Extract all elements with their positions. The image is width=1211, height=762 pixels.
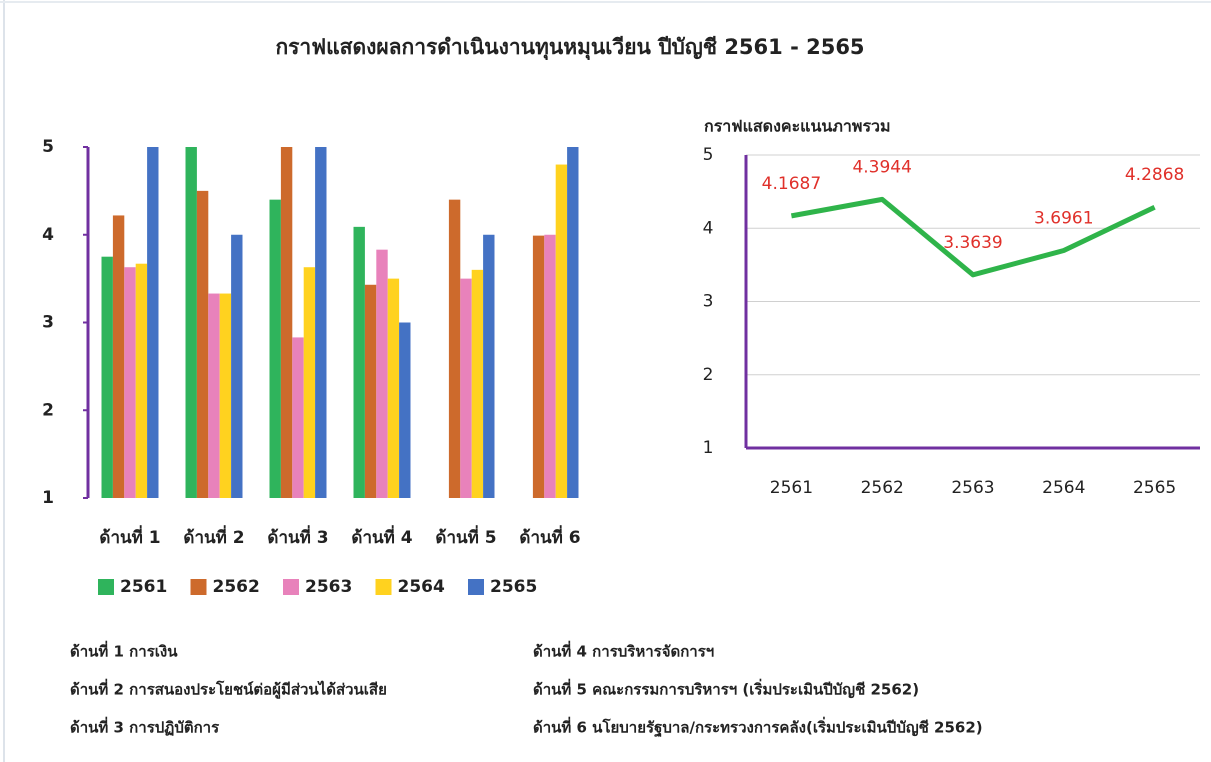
bar <box>292 337 304 498</box>
note: ด้านที่ 3 การปฏิบัติการ <box>70 717 220 737</box>
bar <box>567 147 579 498</box>
data-label: 4.3944 <box>852 157 911 177</box>
y-tick-label: 5 <box>703 145 714 165</box>
legend-label: 2561 <box>120 577 167 597</box>
bar <box>269 199 281 498</box>
bar <box>471 269 484 498</box>
legend-label: 2563 <box>305 577 352 597</box>
bar <box>399 322 411 498</box>
bar <box>376 249 388 498</box>
data-label: 3.3639 <box>943 233 1002 253</box>
line <box>790 196 1156 278</box>
x-tick-label: ด้านที่ 1 <box>99 525 160 548</box>
data-label: 4.1687 <box>762 174 821 194</box>
legend-label: 2565 <box>490 577 537 597</box>
x-tick-label: ด้านที่ 4 <box>351 525 412 548</box>
legend-swatch <box>190 579 207 595</box>
x-tick-label: ด้านที่ 6 <box>519 525 580 548</box>
note: ด้านที่ 1 การเงิน <box>70 641 178 661</box>
bar <box>185 147 197 498</box>
bar <box>280 147 293 498</box>
y-tick-label: 3 <box>42 313 54 333</box>
note: ด้านที่ 4 การบริหารจัดการฯ <box>533 641 714 661</box>
bar <box>483 234 495 498</box>
note: ด้านที่ 5 คณะกรรมการบริหารฯ (เริ่มประเมิ… <box>533 679 919 699</box>
x-tick-label: ด้านที่ 2 <box>183 525 244 548</box>
legend-swatch <box>98 579 114 595</box>
legend-swatch <box>375 579 392 595</box>
y-tick-label: 2 <box>42 400 54 420</box>
data-label: 4.2868 <box>1125 165 1184 185</box>
bar <box>196 190 209 498</box>
bar <box>315 147 327 498</box>
bar <box>448 199 461 498</box>
bar <box>555 164 568 499</box>
bar <box>303 267 316 498</box>
x-tick-label: 2561 <box>770 478 813 498</box>
note: ด้านที่ 2 การสนองประโยชน์ต่อผู้มีส่วนได้… <box>70 679 387 700</box>
legend-label: 2564 <box>398 577 445 597</box>
data-label: 3.6961 <box>1034 209 1093 229</box>
x-tick-label: 2564 <box>1042 478 1085 498</box>
bar <box>544 234 556 498</box>
bar <box>231 234 243 498</box>
bar <box>219 293 232 498</box>
page-title: กราฟแสดงผลการดำเนินงานทุนหมุนเวียน ปีบัญ… <box>275 35 864 61</box>
bar <box>387 278 400 498</box>
bar <box>112 215 125 498</box>
bar <box>208 293 220 498</box>
y-tick-label: 5 <box>42 137 54 157</box>
bar <box>124 267 136 498</box>
x-tick-label: 2563 <box>951 478 994 498</box>
bar <box>147 147 159 498</box>
x-tick-label: 2565 <box>1133 478 1176 498</box>
note: ด้านที่ 6 นโยบายรัฐบาล/กระทรวงการคลัง(เร… <box>533 717 983 738</box>
x-tick-label: ด้านที่ 5 <box>435 525 496 548</box>
y-tick-label: 1 <box>703 438 714 458</box>
y-tick-label: 1 <box>42 488 54 508</box>
chart-title: กราฟแสดงคะแนนภาพรวม <box>704 117 891 136</box>
bar <box>460 278 472 498</box>
legend-swatch <box>468 579 484 595</box>
y-tick-label: 4 <box>42 225 54 245</box>
bar <box>364 284 377 498</box>
bar <box>353 226 365 499</box>
legend-swatch <box>283 579 299 595</box>
y-tick-label: 3 <box>703 292 714 312</box>
bar <box>135 263 148 498</box>
bar <box>532 235 545 498</box>
bar <box>101 256 113 498</box>
y-tick-label: 2 <box>703 365 714 385</box>
y-tick-label: 4 <box>703 218 714 238</box>
x-tick-label: ด้านที่ 3 <box>267 525 328 548</box>
x-tick-label: 2562 <box>861 478 904 498</box>
legend-label: 2562 <box>213 577 260 597</box>
